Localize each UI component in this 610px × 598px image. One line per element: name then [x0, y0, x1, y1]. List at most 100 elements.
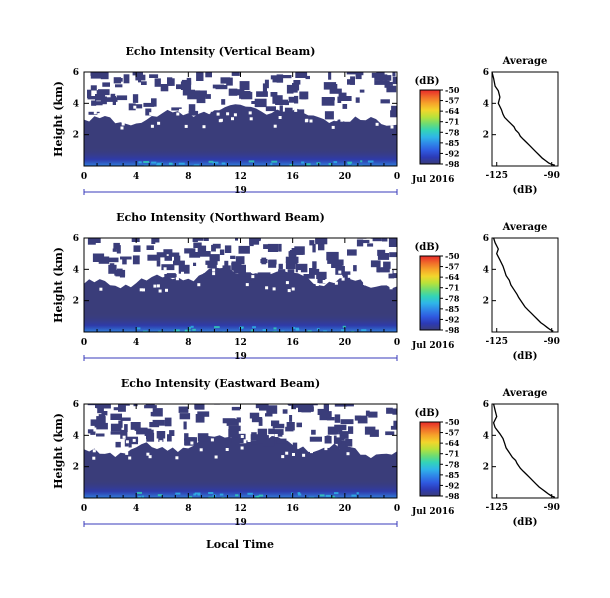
no-data-cell: [193, 268, 197, 272]
no-data-cell: [231, 117, 234, 121]
strong-echo-cell: [221, 162, 226, 165]
no-data-cell: [291, 287, 295, 291]
no-data-cell: [273, 124, 277, 128]
no-data-cell: [199, 448, 203, 452]
strong-echo-cell: [173, 329, 180, 332]
echo-cell: [158, 396, 167, 401]
date-month-label: Jul 2016: [411, 175, 454, 185]
colorbar: [419, 421, 441, 497]
echo-cell: [257, 272, 262, 277]
echo-cell: [361, 239, 370, 244]
no-data-cell: [181, 271, 184, 275]
echo-cell: [221, 99, 226, 105]
strong-echo-cell: [332, 495, 335, 498]
echo-cell: [342, 104, 348, 109]
strong-echo-cell: [239, 326, 244, 329]
echo-cell: [337, 440, 348, 448]
echo-cell: [230, 255, 236, 259]
strong-echo-cell: [141, 495, 144, 498]
average-x-tick-label: -125: [485, 171, 508, 181]
low-level-echo: [84, 147, 397, 166]
no-data-cell: [99, 287, 103, 291]
echo-cell: [149, 74, 159, 78]
average-profile-line: [492, 237, 554, 332]
echo-cell: [115, 84, 123, 88]
echo-cell: [87, 96, 96, 100]
x-tick-label: 4: [133, 172, 139, 182]
echo-cell: [272, 95, 283, 104]
no-data-cell: [297, 270, 301, 274]
echo-cell: [110, 93, 116, 99]
echo-cell: [334, 439, 339, 444]
echo-cell: [380, 230, 386, 236]
echo-cell: [386, 75, 392, 81]
strong-echo-cell: [192, 328, 196, 331]
average-y-tick-label: 4: [483, 431, 489, 441]
echo-cell: [231, 72, 240, 76]
strong-echo-cell: [351, 330, 355, 332]
echo-cell: [326, 435, 330, 440]
no-data-cell: [265, 286, 269, 290]
echo-cell: [91, 100, 97, 106]
no-data-cell: [310, 450, 313, 454]
echo-cell: [143, 102, 155, 107]
no-data-cell: [309, 119, 313, 123]
no-data-cell: [314, 107, 318, 111]
strong-echo-cell: [175, 492, 181, 495]
no-data-cell: [294, 108, 298, 112]
echo-cell: [234, 107, 242, 116]
no-data-cell: [226, 112, 230, 116]
echo-cell: [199, 245, 207, 252]
no-data-cell: [302, 453, 306, 457]
average-y-tick-label: 2: [483, 297, 489, 307]
echo-cell: [211, 244, 216, 252]
no-data-cell: [165, 288, 168, 292]
no-data-cell: [125, 118, 129, 122]
echo-cell: [231, 435, 244, 443]
no-data-cell: [94, 107, 98, 111]
echo-cell: [392, 72, 396, 77]
y-tick-label: 6: [73, 400, 79, 410]
echo-cell: [386, 407, 393, 414]
heatmap-field: [84, 230, 397, 332]
echo-cell: [340, 419, 354, 425]
strong-echo-cell: [351, 164, 357, 166]
echo-cell: [337, 98, 342, 103]
average-title: Average: [502, 388, 548, 399]
echo-cell: [326, 417, 335, 421]
x-tick-label: 8: [185, 504, 191, 514]
echo-cell: [203, 273, 210, 279]
y-tick-label: 4: [73, 431, 79, 441]
echo-cell: [338, 431, 349, 439]
echo-cell: [101, 411, 108, 416]
colorbar-unit: (dB): [415, 76, 440, 87]
echo-cell: [308, 230, 312, 234]
no-data-cell: [87, 108, 91, 112]
no-data-cell: [274, 434, 278, 437]
echo-cell: [98, 414, 105, 418]
date-day-label: 19: [234, 352, 247, 362]
echo-cell: [385, 431, 395, 436]
no-data-cell: [92, 456, 96, 460]
colorbar-tick-label: -50: [445, 251, 460, 261]
echo-cell: [291, 404, 296, 410]
echo-cell: [130, 422, 141, 430]
no-data-cell: [305, 118, 309, 122]
echo-cell: [120, 417, 131, 421]
echo-cell: [345, 404, 354, 407]
no-data-cell: [93, 111, 97, 115]
average-panel-1: Average 6 4 2 -125 -90 (dB): [483, 56, 560, 196]
echo-cell: [364, 426, 376, 435]
echo-cell: [210, 111, 217, 117]
low-level-echo: [84, 313, 397, 332]
average-x-tick-label: -125: [485, 503, 508, 513]
echo-cell: [365, 410, 370, 417]
strong-echo-cell: [219, 493, 224, 496]
echo-cell: [289, 415, 293, 422]
echo-cell: [389, 252, 397, 258]
echo-cell: [309, 436, 322, 442]
x-tick-label: 12: [234, 172, 247, 182]
echo-cell: [319, 412, 331, 421]
colorbar: [419, 255, 441, 331]
average-y-tick-label: 6: [483, 68, 489, 78]
